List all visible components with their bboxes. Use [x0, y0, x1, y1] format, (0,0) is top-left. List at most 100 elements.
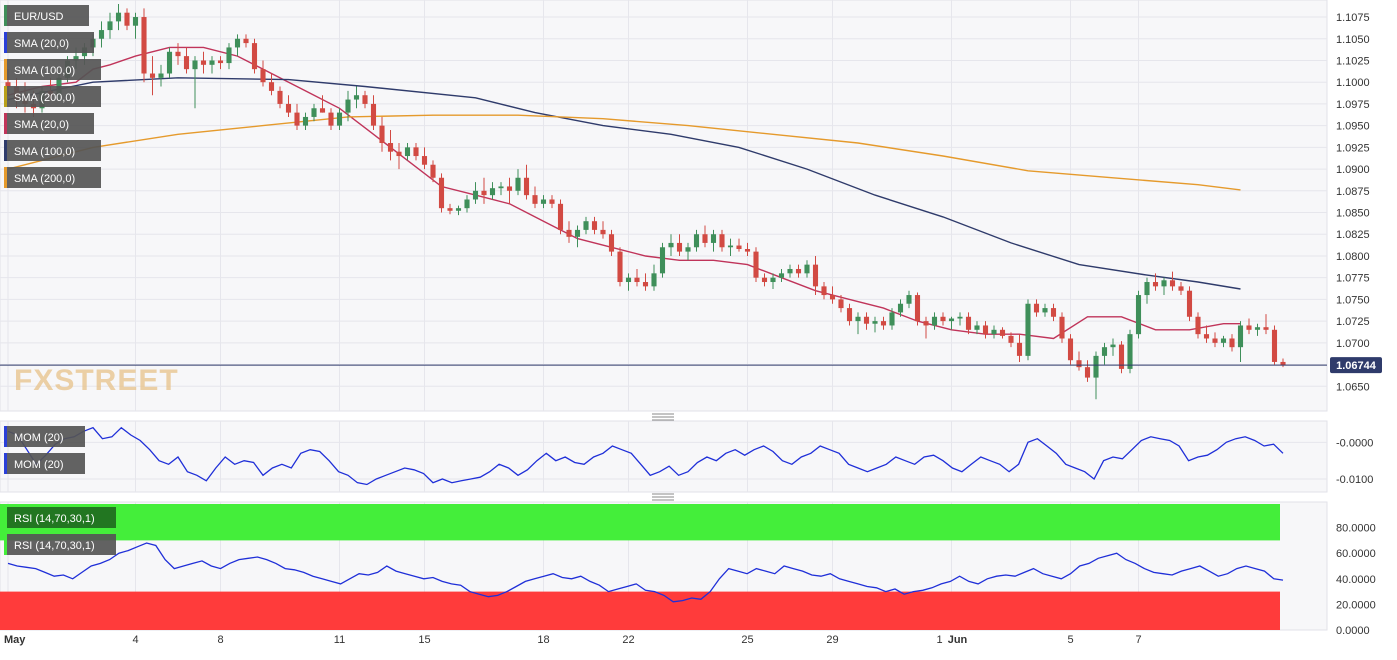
legend-item[interactable]: SMA (200,0)	[4, 167, 101, 188]
candle	[897, 299, 904, 317]
candle	[430, 160, 436, 183]
legend-item[interactable]: SMA (100,0)	[4, 140, 101, 161]
candle	[1093, 351, 1099, 400]
legend-item-label: MOM (20)	[14, 432, 64, 444]
candle-body	[115, 12, 122, 22]
candle	[625, 273, 632, 291]
candle	[506, 177, 513, 204]
y-tick-label: 1.1075	[1336, 12, 1370, 24]
candle	[1025, 299, 1031, 361]
candle-body	[1229, 338, 1235, 348]
candle-body	[804, 264, 810, 274]
legend-item-accent	[4, 167, 7, 188]
candle-body	[277, 90, 283, 104]
candle-body	[472, 190, 479, 200]
candle	[294, 103, 300, 130]
candle	[175, 43, 181, 65]
candle	[600, 221, 606, 239]
legend-item[interactable]: RSI (14,70,30,1)	[4, 534, 116, 555]
candle-body	[1076, 360, 1082, 368]
legend-item-accent	[4, 5, 7, 26]
candle	[370, 95, 377, 130]
candle	[302, 112, 309, 130]
legend-item[interactable]: MOM (20)	[4, 453, 85, 474]
candle	[1212, 332, 1218, 348]
candle	[1237, 321, 1244, 362]
candle	[345, 90, 351, 122]
legend-item[interactable]: SMA (200,0)	[4, 86, 101, 107]
candle-body	[1212, 338, 1218, 343]
y-tick-label: 1.0850	[1336, 208, 1370, 220]
candle-body	[149, 73, 156, 78]
legend-item[interactable]: SMA (20,0)	[4, 32, 94, 53]
legend-item-accent	[4, 507, 7, 528]
panel-resize-handle[interactable]	[652, 493, 674, 501]
rsi-oversold-zone	[0, 591, 1280, 630]
candle-body	[1280, 361, 1286, 366]
candle-body	[98, 30, 105, 39]
y-tick-label: 1.0975	[1336, 99, 1370, 111]
candle-body	[812, 264, 819, 287]
candle	[353, 86, 360, 109]
y-tick-label: 60.0000	[1336, 548, 1376, 560]
last-price-label: 1.06744	[1336, 360, 1377, 372]
candle-body	[1169, 280, 1176, 287]
candle-body	[940, 316, 946, 322]
x-tick-label: 7	[1135, 634, 1141, 646]
candle-body	[217, 60, 224, 64]
candle-body	[1135, 295, 1142, 335]
candle-body	[999, 329, 1006, 336]
candle	[243, 34, 249, 48]
candle	[1152, 273, 1159, 291]
candle-body	[387, 143, 394, 152]
candle	[1059, 312, 1065, 343]
candle-body	[931, 316, 938, 326]
legend-item-bg	[4, 5, 89, 26]
candle	[1033, 299, 1040, 317]
legend-item[interactable]: EUR/USD	[4, 5, 89, 26]
candle-body	[1110, 344, 1116, 348]
legend-item-label: RSI (14,70,30,1)	[14, 513, 95, 525]
candle	[141, 8, 147, 83]
candle-body	[574, 229, 581, 237]
legend-item-accent	[4, 140, 7, 161]
legend-item[interactable]: RSI (14,70,30,1)	[4, 507, 116, 528]
candle	[183, 47, 190, 74]
candle	[965, 312, 972, 335]
candles	[5, 4, 1286, 400]
mom-panel-bg	[0, 420, 1328, 493]
candle	[328, 108, 334, 130]
candle-body	[600, 229, 606, 235]
candle-body	[1042, 308, 1048, 313]
candle-body	[676, 242, 683, 252]
candle	[523, 164, 530, 200]
legend-item[interactable]: SMA (100,0)	[4, 59, 101, 80]
panel-resize-handle[interactable]	[652, 413, 674, 421]
y-tick-label: 1.0700	[1336, 338, 1370, 350]
legend-item[interactable]: SMA (20,0)	[4, 113, 94, 134]
candle-body	[464, 199, 470, 209]
candle-body	[1203, 334, 1210, 339]
candle	[158, 64, 164, 87]
candle-body	[778, 273, 785, 278]
x-axis: May 4 8 11 15 18 22 25 29 1 Jun 5 7	[4, 634, 1142, 646]
legend-item[interactable]: MOM (20)	[4, 426, 85, 447]
candle-body	[362, 95, 368, 104]
y-tick-label: 0.0000	[1336, 625, 1370, 637]
candle	[753, 247, 759, 283]
legend-item-bg	[4, 453, 85, 474]
candle-body	[200, 60, 207, 65]
x-tick-label: 22	[622, 634, 634, 646]
candle	[795, 264, 802, 278]
candle	[889, 308, 895, 330]
legend-item-label: MOM (20)	[14, 459, 64, 471]
candle	[413, 143, 419, 161]
candle-body	[302, 116, 309, 126]
rsi-overbought-zone	[0, 504, 1280, 541]
candle-body	[268, 82, 275, 91]
candle-body	[1178, 286, 1184, 291]
candle	[557, 199, 564, 235]
candle	[727, 238, 734, 256]
candle-body	[1152, 282, 1159, 287]
